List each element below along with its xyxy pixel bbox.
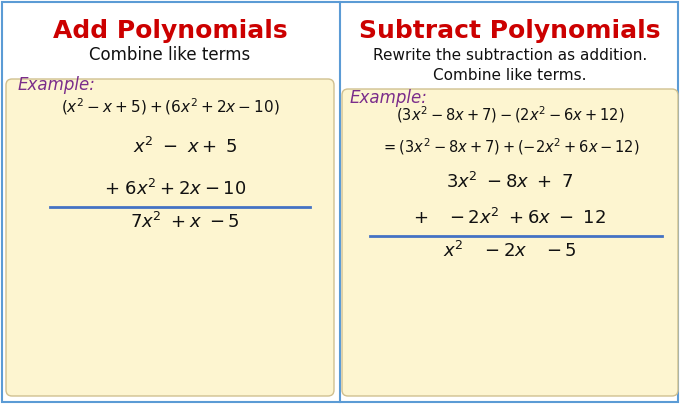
Text: Combine like terms: Combine like terms xyxy=(89,46,251,64)
Text: Example:: Example: xyxy=(18,76,96,94)
FancyBboxPatch shape xyxy=(6,79,334,396)
Text: $\left(x^2-x+5\right)+\left(6x^2+2x-10\right)$: $\left(x^2-x+5\right)+\left(6x^2+2x-10\r… xyxy=(61,96,279,117)
Text: $x^2\ -\ x+\ 5$: $x^2\ -\ x+\ 5$ xyxy=(133,137,237,157)
Text: Combine like terms.: Combine like terms. xyxy=(433,68,587,83)
Text: $\left(3x^2-8x+7\right)-\left(2x^2-6x+12\right)$: $\left(3x^2-8x+7\right)-\left(2x^2-6x+12… xyxy=(396,104,624,125)
Text: Rewrite the subtraction as addition.: Rewrite the subtraction as addition. xyxy=(373,48,647,63)
Text: $7x^2\ +x\ -5$: $7x^2\ +x\ -5$ xyxy=(130,212,240,232)
FancyBboxPatch shape xyxy=(342,89,678,396)
Text: $x^2\quad -2x\quad -5$: $x^2\quad -2x\quad -5$ xyxy=(443,241,577,261)
Text: Example:: Example: xyxy=(350,89,428,107)
Text: $+\ 6x^2+2x-10$: $+\ 6x^2+2x-10$ xyxy=(104,179,246,199)
Text: $+\quad -2x^2\ +6x\ -\ 12$: $+\quad -2x^2\ +6x\ -\ 12$ xyxy=(413,208,607,228)
Text: Add Polynomials: Add Polynomials xyxy=(52,19,288,43)
Text: Subtract Polynomials: Subtract Polynomials xyxy=(359,19,661,43)
Text: $=\left(3x^2-8x+7\right)+\left(-2x^2+6x-12\right)$: $=\left(3x^2-8x+7\right)+\left(-2x^2+6x-… xyxy=(381,136,639,157)
Text: $3x^2\ -8x\ +\ 7$: $3x^2\ -8x\ +\ 7$ xyxy=(446,172,574,192)
